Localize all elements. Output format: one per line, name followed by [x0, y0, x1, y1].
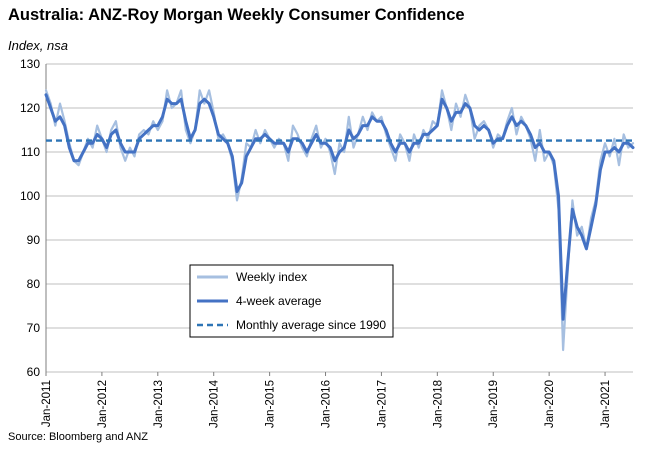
y-tick-label: 130 — [20, 57, 40, 71]
x-tick-label: Jan-2016 — [321, 380, 333, 428]
series-group — [44, 89, 635, 352]
x-tick-label: Jan-2021 — [600, 380, 612, 428]
x-tick-label: Jan-2017 — [376, 380, 388, 428]
legend-monthly-label: Monthly average since 1990 — [236, 318, 386, 332]
chart-title: Australia: ANZ-Roy Morgan Weekly Consume… — [8, 6, 465, 24]
y-axis-ticks: 60 70 80 90 100 110 120 130 — [20, 57, 40, 379]
y-tick-label: 90 — [27, 233, 41, 247]
x-tick-label: Jan-2019 — [488, 380, 500, 428]
x-axis-ticks: Jan-2011 Jan-2012 Jan-2013 Jan-2014 Jan-2015… — [41, 372, 612, 428]
y-tick-label: 110 — [21, 145, 40, 159]
y-tick-label: 70 — [27, 321, 41, 335]
source-note: Source: Bloomberg and ANZ — [8, 431, 149, 443]
four-week-average-line — [44, 93, 635, 321]
x-tick-label: Jan-2014 — [209, 379, 221, 428]
x-tick-label: Jan-2011 — [41, 380, 53, 427]
legend-weekly-label: Weekly index — [236, 270, 307, 284]
legend: Weekly index 4-week average Monthly averag… — [189, 264, 394, 338]
gridlines — [45, 63, 633, 373]
x-tick-label: Jan-2015 — [265, 380, 277, 428]
y-axis-label: Index, nsa — [8, 38, 68, 53]
y-tick-label: 80 — [27, 277, 41, 291]
y-tick-label: 60 — [27, 365, 41, 379]
x-tick-label: Jan-2013 — [153, 380, 165, 428]
y-tick-label: 120 — [20, 101, 40, 115]
y-tick-label: 100 — [20, 189, 40, 203]
x-tick-label: Jan-2012 — [97, 380, 109, 428]
weekly-index-line — [44, 89, 635, 352]
x-tick-label: Jan-2018 — [432, 380, 444, 428]
x-tick-label: Jan-2020 — [544, 380, 556, 428]
legend-four-week-label: 4-week average — [236, 294, 322, 308]
